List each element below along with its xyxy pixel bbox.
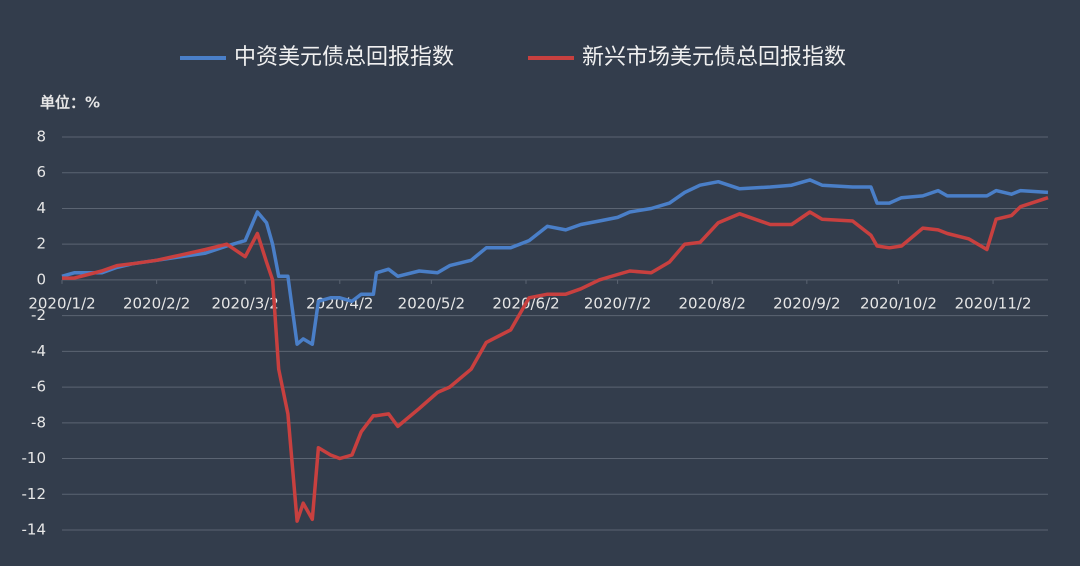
y-tick-label: -10 [22,449,47,467]
series-line [62,196,1049,523]
y-tick-label: 8 [36,128,46,146]
y-tick-label: -2 [31,306,46,324]
y-tick-label: 4 [36,199,46,217]
x-tick-label: 2020/10/2 [860,294,937,312]
x-tick-label: 2020/1/2 [28,294,95,312]
y-tick-label: -8 [31,413,46,431]
y-tick-label: -6 [31,378,46,396]
y-tick-label: 2 [36,235,46,253]
x-tick-label: 2020/2/2 [123,294,190,312]
legend-label: 中资美元债总回报指数 [234,45,454,70]
legend: 中资美元债总回报指数 新兴市场美元债总回报指数 [180,45,846,70]
y-tick-label: -4 [31,342,46,360]
y-tick-label: 0 [36,270,46,288]
series-line [61,178,1049,346]
x-tick-label: 2020/11/2 [955,294,1032,312]
unit-label: 单位：% [40,94,100,112]
y-tick-label: 6 [36,163,46,181]
x-tick-label: 2020/3/2 [211,294,278,312]
x-tick-label: 2020/7/2 [584,294,651,312]
y-tick-label: -12 [22,485,47,503]
legend-label: 新兴市场美元债总回报指数 [582,45,846,70]
x-tick-label: 2020/8/2 [679,294,746,312]
y-tick-label: -14 [22,521,47,539]
x-tick-label: 2020/9/2 [773,294,840,312]
x-tick-label: 2020/5/2 [398,294,465,312]
